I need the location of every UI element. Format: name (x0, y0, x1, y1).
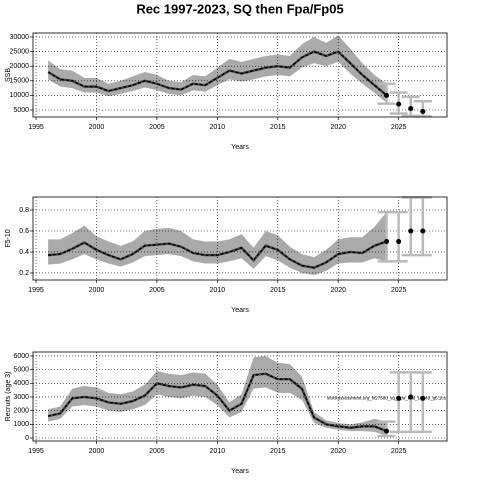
median-line-dash (47, 50, 388, 96)
x-axis-label: Years (231, 307, 249, 314)
x-tick-label: 2015 (270, 448, 286, 455)
y-tick-label: 25000 (10, 48, 30, 55)
projection-point (408, 106, 414, 112)
x-tick-label: 2005 (149, 287, 165, 294)
projection-point (420, 228, 426, 234)
y-tick-label: 0.6 (19, 228, 29, 235)
projection-point (420, 395, 426, 401)
x-tick-label: 2010 (210, 287, 226, 294)
x-tick-label: 1995 (28, 124, 44, 131)
chart-title: Rec 1997-2023, SQ then Fpa/Fp05 (136, 1, 343, 16)
y-tick-label: 0.2 (19, 270, 29, 277)
projection-point (408, 228, 414, 234)
projection-point (408, 394, 414, 400)
y-tick-label: 0.4 (19, 249, 29, 256)
x-tick-label: 2005 (149, 124, 165, 131)
y-tick-label: 6000 (13, 353, 29, 360)
x-tick-label: 2005 (149, 448, 165, 455)
projection-point (384, 238, 390, 244)
y-tick-label: 2000 (13, 407, 29, 414)
projection-point (396, 101, 402, 107)
y-axis-label: SSB (5, 68, 12, 82)
projection-point (420, 108, 426, 114)
y-tick-label: 30000 (10, 34, 30, 41)
x-tick-label: 2015 (270, 124, 286, 131)
x-tick-label: 2000 (89, 287, 105, 294)
y-tick-label: 5000 (13, 366, 29, 373)
x-tick-label: 1995 (28, 287, 44, 294)
projection-point (396, 395, 402, 401)
median-line (47, 372, 388, 433)
projection-point (384, 428, 390, 434)
y-axis-label: F5-10 (5, 229, 12, 247)
y-tick-label: 0.8 (19, 207, 29, 214)
y-tick-label: 1000 (13, 421, 29, 428)
projection-point (384, 92, 390, 98)
x-tick-label: 2010 (210, 124, 226, 131)
y-tick-label: 4000 (13, 380, 29, 387)
x-tick-label: 1995 (28, 448, 44, 455)
x-tick-label: 2020 (330, 124, 346, 131)
x-tick-label: 2010 (210, 448, 226, 455)
projection-point (396, 238, 402, 244)
y-tick-label: 10000 (10, 92, 30, 99)
x-tick-label: 2025 (391, 287, 407, 294)
annotation: stockassessment.org_fit27580_sq_Fpa_tria… (327, 396, 447, 401)
y-tick-label: 5000 (13, 107, 29, 114)
x-tick-label: 2025 (391, 448, 407, 455)
y-tick-label: 0 (25, 435, 29, 442)
x-axis-label: Years (231, 468, 249, 475)
confidence-band (48, 212, 387, 276)
y-tick-label: 15000 (10, 78, 30, 85)
plot-frame (32, 351, 448, 442)
plot-frame (32, 32, 448, 118)
x-tick-label: 2020 (330, 287, 346, 294)
x-tick-label: 2000 (89, 124, 105, 131)
plot-frame (32, 196, 448, 281)
y-tick-label: 3000 (13, 394, 29, 401)
x-tick-label: 2020 (330, 448, 346, 455)
y-axis-label: Recruits (age 3) (5, 372, 12, 422)
x-tick-label: 2000 (89, 448, 105, 455)
x-tick-label: 2015 (270, 287, 286, 294)
x-axis-label: Years (231, 144, 249, 151)
median-line-dash (48, 240, 387, 269)
y-tick-label: 20000 (10, 63, 30, 70)
x-tick-label: 2025 (391, 124, 407, 131)
